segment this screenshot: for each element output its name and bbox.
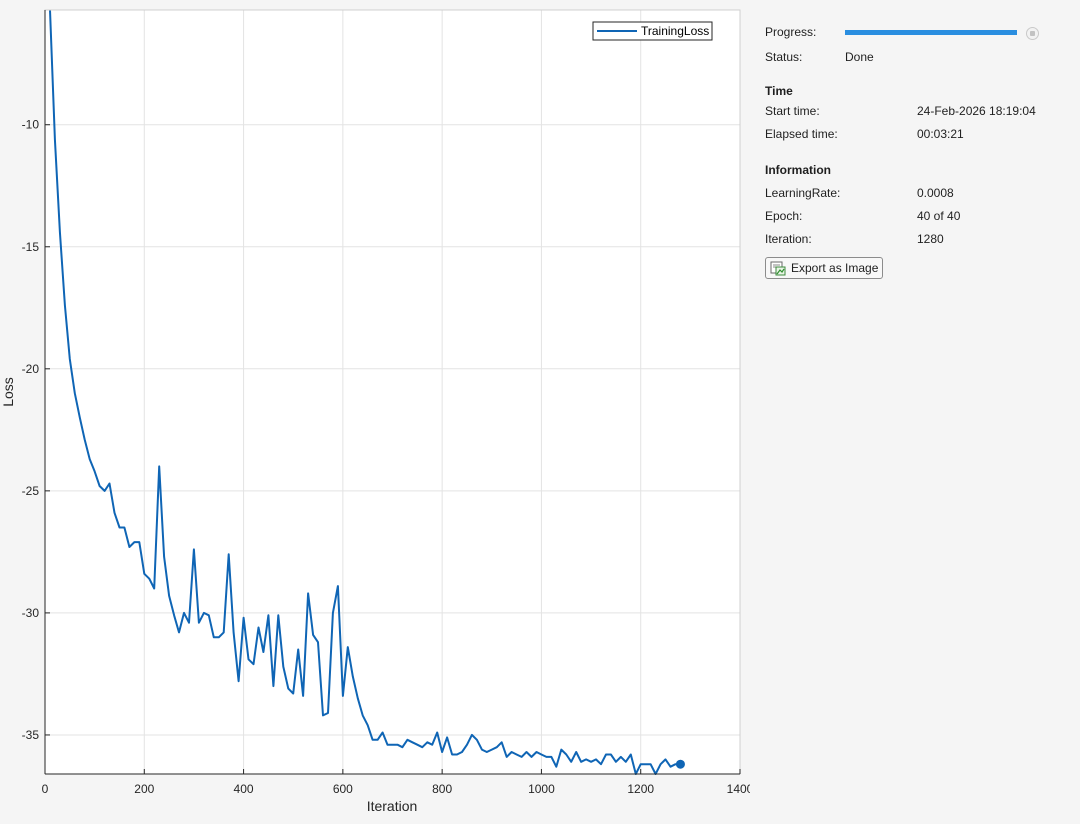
stop-button[interactable] [1026, 27, 1039, 40]
x-tick-label: 0 [42, 782, 49, 796]
progress-bar-fill [845, 30, 1017, 35]
y-tick-label: -15 [22, 240, 40, 254]
start-time-value: 24-Feb-2026 18:19:04 [917, 104, 1036, 118]
export-as-image-button[interactable]: Export as Image [765, 257, 883, 279]
export-image-icon [770, 261, 786, 276]
x-tick-label: 1400 [727, 782, 750, 796]
x-tick-label: 1200 [627, 782, 654, 796]
epoch-value: 40 of 40 [917, 209, 961, 223]
legend: TrainingLoss [592, 21, 713, 41]
iteration-value: 1280 [917, 232, 944, 246]
elapsed-time-label: Elapsed time: [765, 127, 838, 141]
legend-entry-trainingloss: TrainingLoss [641, 24, 709, 38]
elapsed-time-value: 00:03:21 [917, 127, 964, 141]
iteration-label: Iteration: [765, 232, 812, 246]
x-tick-label: 800 [432, 782, 452, 796]
y-tick-label: -35 [22, 728, 40, 742]
information-section-title: Information [765, 163, 831, 177]
learning-rate-label: LearningRate: [765, 186, 841, 200]
training-loss-plot: 0 200 400 600 800 1000 1200 1400 -10 -15 -20 -25 -30… [0, 9, 750, 814]
learning-rate-value: 0.0008 [917, 186, 954, 200]
y-tick-label: -10 [22, 118, 40, 132]
y-tick-label: -20 [22, 362, 40, 376]
progress-bar [845, 30, 1017, 35]
status-label: Status: [765, 50, 803, 64]
plot-area [45, 10, 740, 774]
epoch-label: Epoch: [765, 209, 803, 223]
legend-box [592, 21, 713, 41]
y-tick-label: -25 [22, 484, 40, 498]
series-layer [49, 9, 685, 775]
x-tick-label: 200 [134, 782, 154, 796]
y-tick-label: -30 [22, 606, 40, 620]
x-tick-label: 400 [234, 782, 254, 796]
ticks: 0 200 400 600 800 1000 1200 1400 -10 -15 -20 -25 -30… [22, 118, 750, 796]
y-axis-label: Loss [0, 377, 16, 407]
x-axis-label: Iteration [367, 798, 418, 814]
export-as-image-label: Export as Image [791, 261, 879, 275]
time-section-title: Time [765, 84, 793, 98]
last-point-marker [675, 759, 685, 769]
progress-label: Progress: [765, 25, 817, 39]
x-tick-label: 600 [333, 782, 353, 796]
grid [45, 10, 740, 774]
stop-icon [1030, 31, 1035, 36]
status-value: Done [845, 50, 874, 64]
start-time-label: Start time: [765, 104, 820, 118]
series-line-trainingloss [49, 9, 681, 775]
x-tick-label: 1000 [528, 782, 555, 796]
